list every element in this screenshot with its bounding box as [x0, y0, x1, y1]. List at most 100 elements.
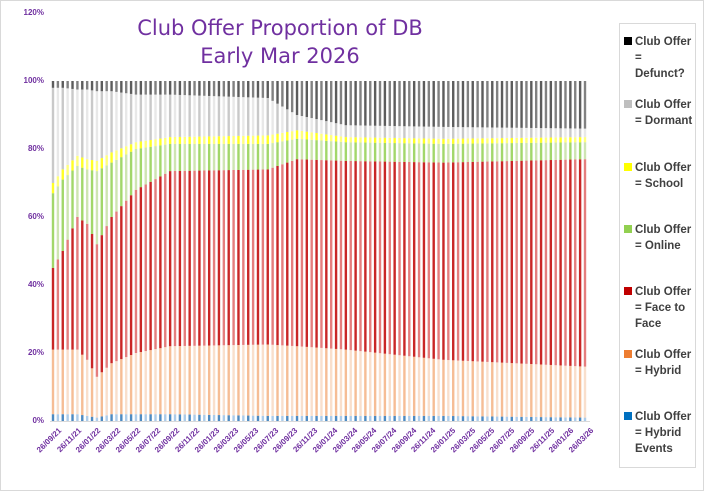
bar-segment-hybrid [378, 353, 382, 416]
bar-segment-hybrid-events [325, 415, 328, 421]
bar-segment-hybrid [500, 362, 504, 417]
bar-segment-hybrid-events [369, 415, 372, 421]
bar-segment-defunct [583, 81, 587, 129]
bar-segment-hybrid-events [105, 415, 108, 421]
bar-segment-hybrid-events [85, 415, 89, 421]
bar-segment-online [154, 146, 157, 180]
bar-segment-dormant [471, 127, 474, 139]
bar-segment-face-to-face [51, 268, 55, 350]
bar-segment-hybrid-events [559, 417, 562, 421]
bar-segment-school [276, 133, 279, 143]
bar-segment-dormant [325, 121, 328, 135]
bar-segment-defunct [71, 81, 74, 89]
bar-segment-hybrid-events [193, 414, 196, 422]
bar-segment-hybrid [408, 356, 411, 416]
bar-segment-dormant [437, 126, 440, 139]
bar-segment-dormant [442, 126, 445, 139]
bar-segment-dormant [534, 128, 538, 138]
bar-segment-defunct [183, 81, 186, 96]
bar-segment-dormant [559, 128, 562, 138]
bar-segment-school [168, 137, 172, 144]
bar-segment-online [168, 143, 172, 172]
bar-segment-hybrid [393, 354, 396, 416]
bar-segment-online [422, 143, 426, 163]
bar-segment-hybrid [325, 348, 328, 416]
bar-segment-school [325, 134, 328, 141]
bar-segment-hybrid-events [505, 416, 509, 421]
bar-segment-hybrid-events [300, 415, 304, 421]
bar-segment-face-to-face [417, 162, 421, 358]
bar-segment-dormant [129, 93, 133, 145]
bar-segment-defunct [320, 81, 323, 121]
bar-segment-face-to-face [271, 167, 274, 345]
bar-segment-online [398, 143, 401, 162]
chart-title: Club Offer Proportion of DB Early Mar 20… [80, 14, 480, 70]
bar-segment-dormant [344, 125, 348, 138]
bar-segment-hybrid-events [378, 415, 382, 421]
bar-segment-hybrid [81, 354, 84, 416]
bar-segment-defunct [188, 81, 191, 96]
bar-segment-hybrid-events [471, 416, 474, 421]
bar-segment-face-to-face [115, 211, 118, 362]
bar-segment-online [344, 142, 348, 161]
bar-segment-school [51, 183, 55, 194]
bar-segment-dormant [173, 94, 177, 138]
bar-segment-defunct [149, 81, 152, 95]
bar-segment-dormant [183, 95, 186, 137]
bar-segment-hybrid-events [393, 415, 396, 421]
bar-segment-hybrid [515, 363, 518, 417]
bar-segment-face-to-face [569, 159, 572, 366]
bar-segment-defunct [427, 81, 431, 127]
bar-segment-online [412, 143, 416, 163]
bar-segment-hybrid [129, 355, 133, 415]
bar-segment-online [578, 142, 582, 160]
bar-segment-school [422, 138, 426, 144]
bar-segment-online [173, 143, 177, 172]
bar-segment-hybrid-events [154, 414, 157, 421]
bar-segment-school [81, 157, 84, 168]
bar-segment-face-to-face [412, 162, 416, 357]
y-tick-60: 60% [27, 212, 44, 221]
bar-segment-defunct [354, 81, 357, 126]
bar-segment-online [276, 142, 279, 166]
bar-segment-online [149, 146, 152, 182]
bar-segment-hybrid-events [61, 414, 64, 421]
bar-segment-dormant [510, 127, 513, 138]
bar-segment-hybrid [539, 364, 543, 418]
bar-segment-online [159, 145, 162, 177]
bar-segment-dormant [212, 96, 216, 137]
bar-segment-hybrid-events [217, 415, 221, 421]
bar-segment-online [461, 143, 465, 163]
bar-segment-school [125, 146, 128, 155]
bar-segment-face-to-face [500, 161, 504, 363]
bar-segment-face-to-face [534, 160, 538, 365]
bar-segment-face-to-face [583, 159, 587, 367]
bar-segment-dormant [168, 94, 172, 138]
bar-segment-school [315, 133, 318, 141]
legend-item-hybrid: Club Offer = Hybrid [624, 347, 694, 379]
bar-segment-hybrid-events [134, 414, 138, 421]
bar-segment-dormant [369, 125, 372, 138]
bar-segment-school [281, 132, 284, 142]
bar-segment-hybrid-events [447, 415, 450, 421]
bar-segment-school [510, 137, 513, 144]
bar-segment-online [364, 142, 367, 162]
bar-segment-hybrid [51, 349, 55, 415]
bar-segment-dormant [583, 128, 587, 138]
bar-segment-defunct [51, 81, 55, 88]
bar-segment-hybrid [120, 359, 123, 415]
bar-segment-face-to-face [334, 160, 338, 349]
bar-segment-face-to-face [139, 187, 143, 353]
bar-segment-defunct [227, 81, 230, 97]
bar-segment-hybrid [281, 345, 284, 416]
bar-segment-online [378, 142, 382, 162]
bar-segment-online [66, 175, 69, 240]
bar-segment-dormant [281, 106, 284, 133]
bar-segment-online [495, 143, 499, 162]
bar-segment-face-to-face [276, 166, 279, 346]
bar-segment-online [266, 143, 269, 170]
bar-segment-school [364, 137, 367, 143]
bar-segment-dormant [198, 95, 201, 137]
bar-segment-defunct [530, 81, 533, 128]
bar-segment-hybrid-events [398, 415, 401, 421]
